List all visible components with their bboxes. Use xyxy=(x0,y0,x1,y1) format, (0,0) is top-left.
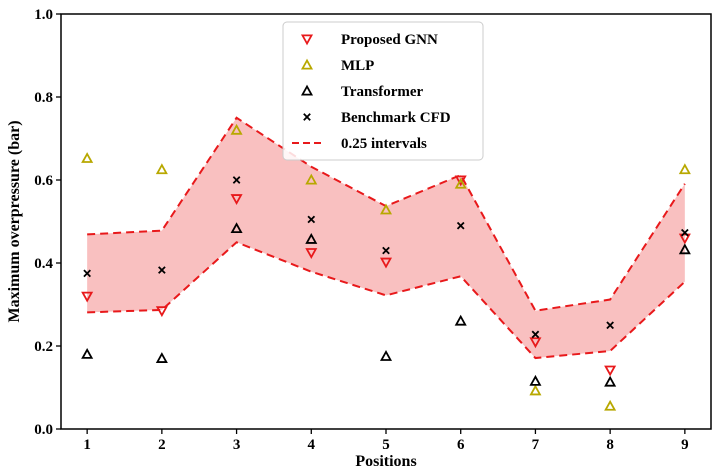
x-tick-label: 1 xyxy=(83,437,91,453)
point-mlp-8 xyxy=(604,399,617,411)
point-mlp-4 xyxy=(305,173,318,185)
point-proposed-gnn-5 xyxy=(379,257,393,269)
x-tick-label: 8 xyxy=(606,437,614,453)
x-tick-label: 2 xyxy=(158,437,166,453)
x-tick-label: 6 xyxy=(457,437,465,453)
y-tick-label: 1.0 xyxy=(34,7,53,23)
legend-box xyxy=(282,21,484,161)
series-proposed-gnn xyxy=(81,175,691,377)
y-tick-label: 0.2 xyxy=(34,339,53,355)
series-benchmark-cfd xyxy=(83,176,689,339)
legend-marker-benchmark-cfd xyxy=(303,113,311,121)
y-axis-label: Maximum overpressure (bar) xyxy=(6,120,23,322)
x-tick-label: 5 xyxy=(382,437,390,453)
point-transformer-1 xyxy=(81,347,94,359)
point-benchmark-cfd-3 xyxy=(232,176,241,184)
point-benchmark-cfd-4 xyxy=(307,215,316,224)
y-tick-label: 0.4 xyxy=(34,256,53,272)
point-mlp-9 xyxy=(678,163,691,175)
point-benchmark-cfd-5 xyxy=(382,246,390,255)
interval-lower-line xyxy=(87,241,686,360)
point-proposed-gnn-1 xyxy=(81,291,94,303)
series-transformer xyxy=(81,222,691,387)
interval-band xyxy=(87,117,685,359)
point-proposed-gnn-2 xyxy=(155,306,168,318)
series-mlp xyxy=(81,123,691,411)
point-transformer-2 xyxy=(155,352,168,363)
point-transformer-5 xyxy=(379,350,393,361)
legend-marker-transformer xyxy=(300,84,314,96)
point-proposed-gnn-3 xyxy=(230,194,243,206)
point-benchmark-cfd-2 xyxy=(158,266,166,274)
point-benchmark-cfd-8 xyxy=(606,321,614,330)
point-mlp-7 xyxy=(529,384,542,396)
y-tick-label: 0.6 xyxy=(34,173,53,189)
point-transformer-4 xyxy=(305,232,318,244)
point-benchmark-cfd-1 xyxy=(83,269,91,278)
point-proposed-gnn-4 xyxy=(305,248,318,259)
point-transformer-3 xyxy=(230,222,243,234)
y-tick-label: 0.8 xyxy=(34,90,53,106)
point-benchmark-cfd-7 xyxy=(531,330,540,339)
point-proposed-gnn-8 xyxy=(604,365,617,377)
legend-marker-proposed-gnn xyxy=(300,34,314,46)
point-mlp-6 xyxy=(454,177,467,189)
point-transformer-7 xyxy=(529,374,542,386)
point-transformer-8 xyxy=(604,375,617,387)
point-transformer-9 xyxy=(678,243,691,255)
point-mlp-2 xyxy=(155,163,168,175)
legend-label-benchmark-cfd: Benchmark CFD xyxy=(341,110,451,126)
x-tick-label: 9 xyxy=(681,437,689,453)
x-axis-label: Positions xyxy=(355,453,416,470)
point-mlp-1 xyxy=(81,152,94,163)
point-proposed-gnn-6 xyxy=(454,175,467,187)
legend-label-mlp: MLP xyxy=(341,58,374,74)
point-benchmark-cfd-9 xyxy=(681,228,689,237)
x-tick-label: 4 xyxy=(308,437,316,453)
point-benchmark-cfd-6 xyxy=(456,221,465,230)
legend-entry-0-25-intervals: 0.25 intervals xyxy=(292,136,427,152)
point-mlp-5 xyxy=(379,203,393,215)
x-tick-label: 7 xyxy=(532,437,540,453)
point-mlp-3 xyxy=(230,123,243,135)
legend-label-0-25-intervals: 0.25 intervals xyxy=(341,136,427,152)
points-layer xyxy=(81,123,691,411)
legend-entry-benchmark-cfd: Benchmark CFD xyxy=(303,110,451,126)
legend: Proposed GNN MLP Transformer Benchmark CFD 0… xyxy=(282,21,484,161)
legend-entry-mlp: MLP xyxy=(300,58,374,74)
legend-marker-mlp xyxy=(300,58,314,70)
legend-entry-transformer: Transformer xyxy=(300,84,424,100)
point-proposed-gnn-7 xyxy=(529,337,542,349)
y-tick-label: 0.0 xyxy=(34,422,53,438)
axes-layer: 1 2 3 4 5 6 7 8 9 0.0 0.2 0.4 0.6 0.8 1.0 Positions Maxi… xyxy=(6,7,712,470)
legend-entry-proposed-gnn: Proposed GNN xyxy=(300,32,438,48)
point-transformer-6 xyxy=(454,314,467,326)
legend-label-proposed-gnn: Proposed GNN xyxy=(341,32,438,48)
legend-label-transformer: Transformer xyxy=(341,84,424,100)
x-tick-label: 3 xyxy=(233,437,241,453)
point-proposed-gnn-9 xyxy=(678,233,691,245)
